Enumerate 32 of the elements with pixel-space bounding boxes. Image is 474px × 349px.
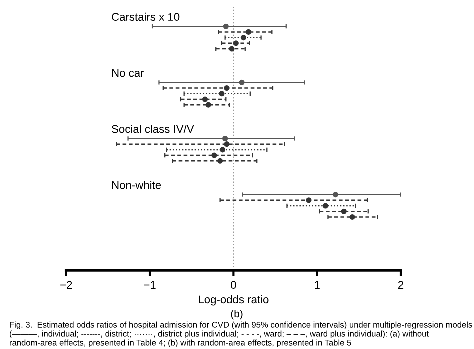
annotation: Carstairs x 10 (112, 12, 180, 22)
point (206, 102, 212, 108)
point (306, 198, 312, 204)
x-tick-label: −2 (60, 281, 72, 289)
point (218, 158, 224, 164)
x-tick-label: 1 (315, 281, 320, 289)
point (219, 91, 225, 97)
point (246, 29, 252, 35)
point (240, 35, 246, 41)
point (341, 208, 347, 214)
point (224, 142, 230, 148)
point (202, 96, 208, 102)
point (239, 80, 245, 86)
point (223, 24, 229, 30)
point (222, 136, 228, 142)
text: (b) (231, 310, 243, 320)
point (220, 147, 226, 153)
x-tick-label: −1 (144, 281, 156, 289)
annotation: No car (112, 69, 144, 78)
point (350, 214, 356, 220)
x-tick-label: 0 (231, 281, 236, 290)
annotation: Social class IV/V (112, 125, 194, 134)
caption: Fig. 3. Estimated odds ratios of hospital admission for CVD (with 95% confidence intervals) under multiple-regression models (———, individual; -------, district; ·······, district plus individual; - - - -, ward; – – –, ward plus individual): (a) without random-area effects, presented in Table 4; (b) with random-area effects, presented in Table 5 (10, 322, 472, 348)
x-axis-title: Log-odds ratio (199, 295, 269, 306)
point (212, 152, 218, 158)
point (224, 85, 230, 92)
annotation: Non-white (112, 181, 162, 190)
point (229, 46, 235, 52)
x-tick-label: 2 (398, 281, 404, 289)
point (233, 40, 239, 46)
point (332, 192, 339, 198)
point (322, 203, 328, 209)
